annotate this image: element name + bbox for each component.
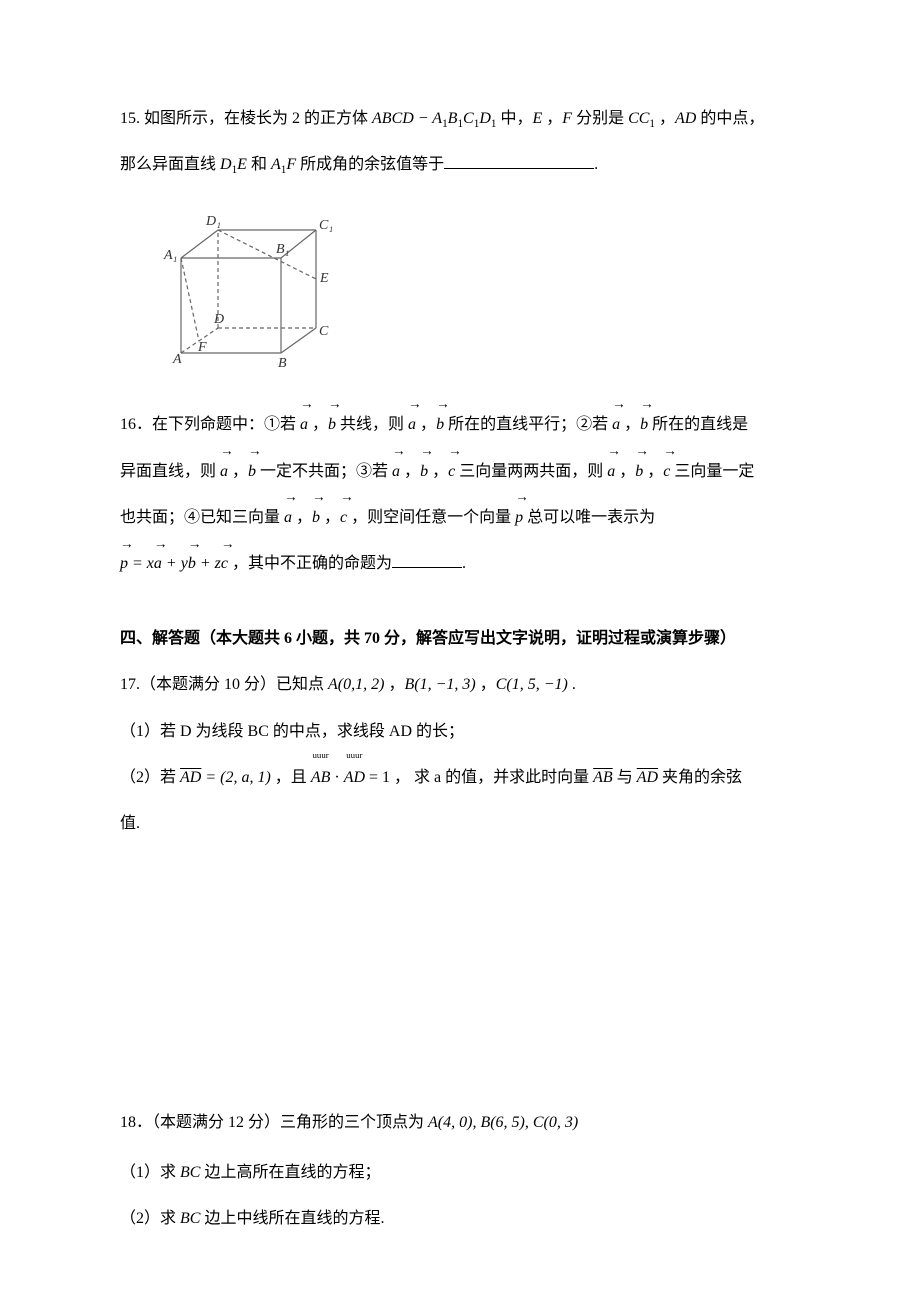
q17-part1: （1）若 D 为线段 BC 的中点，求线段 AD 的长； — [120, 713, 800, 751]
svg-text:D: D — [213, 312, 224, 327]
q17-vec-AB: uuurAB — [311, 759, 331, 797]
q16-line2: 异面直线，则 →a ，→b 一定不共面；③若 →a ，→b ，→c 三向量两两共… — [120, 453, 800, 491]
svg-text:B₁: B₁ — [276, 242, 289, 257]
cube-svg-icon: A B C D A₁ B₁ C₁ D₁ E F — [156, 203, 336, 373]
q15-AD: AD — [675, 110, 696, 127]
section4-title: 四、解答题（本大题共 6 小题，共 70 分，解答应写出文字说明，证明过程或演算… — [120, 620, 800, 658]
q15-E: E — [532, 110, 542, 127]
q17-vec-AD: uuurAD — [344, 759, 365, 797]
q16-line4: →p = x→a + y→b + z→c ，其中不正确的命题为. — [120, 545, 800, 583]
q18-points: A(4, 0), B(6, 5), C(0, 3) — [428, 1114, 578, 1131]
q17-AD-overline: AD — [180, 769, 201, 786]
vec-a: →a — [300, 406, 308, 444]
svg-text:F: F — [197, 340, 207, 355]
q16-equation: →p = x→a + y→b + z→c — [120, 555, 228, 572]
q15-blank — [444, 153, 594, 169]
q15-D1E: D1E — [220, 156, 247, 173]
q16-blank — [392, 552, 462, 568]
q15-CC1: CC1 — [628, 110, 655, 127]
q18-part1: （1）求 BC 边上高所在直线的方程； — [120, 1154, 800, 1192]
vec-c: →c — [448, 453, 455, 491]
q17-line1: 17.（本题满分 10 分）已知点 A(0,1, 2) ，B(1, −1, 3)… — [120, 666, 800, 704]
q15-cube-expr: ABCD − A1B1C1D1 — [372, 110, 496, 127]
vec-b: →b — [328, 406, 336, 444]
q15-line1: 15. 如图所示，在棱长为 2 的正方体 ABCD − A1B1C1D1 中，E… — [120, 100, 800, 138]
vec-p: →p — [515, 499, 523, 537]
q15-F: F — [562, 110, 572, 127]
q17-A: A(0,1, 2) — [328, 676, 384, 693]
svg-text:A: A — [172, 352, 182, 367]
svg-text:E: E — [319, 271, 329, 286]
q16-line3: 也共面；④已知三向量 →a ，→b ，→c ，则空间任意一个向量 →p 总可以唯… — [120, 499, 800, 537]
q18-BC-2: BC — [180, 1210, 200, 1227]
q17-AB-overline: AB — [593, 769, 613, 786]
q17-C: C(1, 5, −1) — [496, 676, 568, 693]
q15-A1F: A1F — [271, 156, 296, 173]
svg-text:C₁: C₁ — [319, 218, 333, 233]
q15-text-1a: 15. 如图所示，在棱长为 2 的正方体 — [120, 110, 372, 127]
q17-part2: （2）若 AD = (2, a, 1) ，且 uuurAB · uuurAD =… — [120, 759, 800, 797]
cube-diagram: A B C D A₁ B₁ C₁ D₁ E F — [156, 203, 800, 388]
svg-text:A₁: A₁ — [163, 248, 177, 263]
q15-text-1b: 中， — [496, 110, 532, 127]
q18-BC-1: BC — [180, 1164, 200, 1181]
svg-text:D₁: D₁ — [205, 214, 221, 229]
q17-B: B(1, −1, 3) — [404, 676, 475, 693]
q16-line1: 16．在下列命题中：①若 →a ，→b 共线，则 →a ，→b 所在的直线平行；… — [120, 406, 800, 444]
q15-line2: 那么异面直线 D1E 和 A1F 所成角的余弦值等于. — [120, 146, 800, 184]
q18-line1: 18．（本题满分 12 分）三角形的三个顶点为 A(4, 0), B(6, 5)… — [120, 1104, 800, 1142]
svg-text:C: C — [319, 324, 329, 339]
q18-part2: （2）求 BC 边上中线所在直线的方程. — [120, 1200, 800, 1238]
q17-line3: 值. — [120, 805, 800, 843]
svg-text:B: B — [278, 356, 287, 371]
